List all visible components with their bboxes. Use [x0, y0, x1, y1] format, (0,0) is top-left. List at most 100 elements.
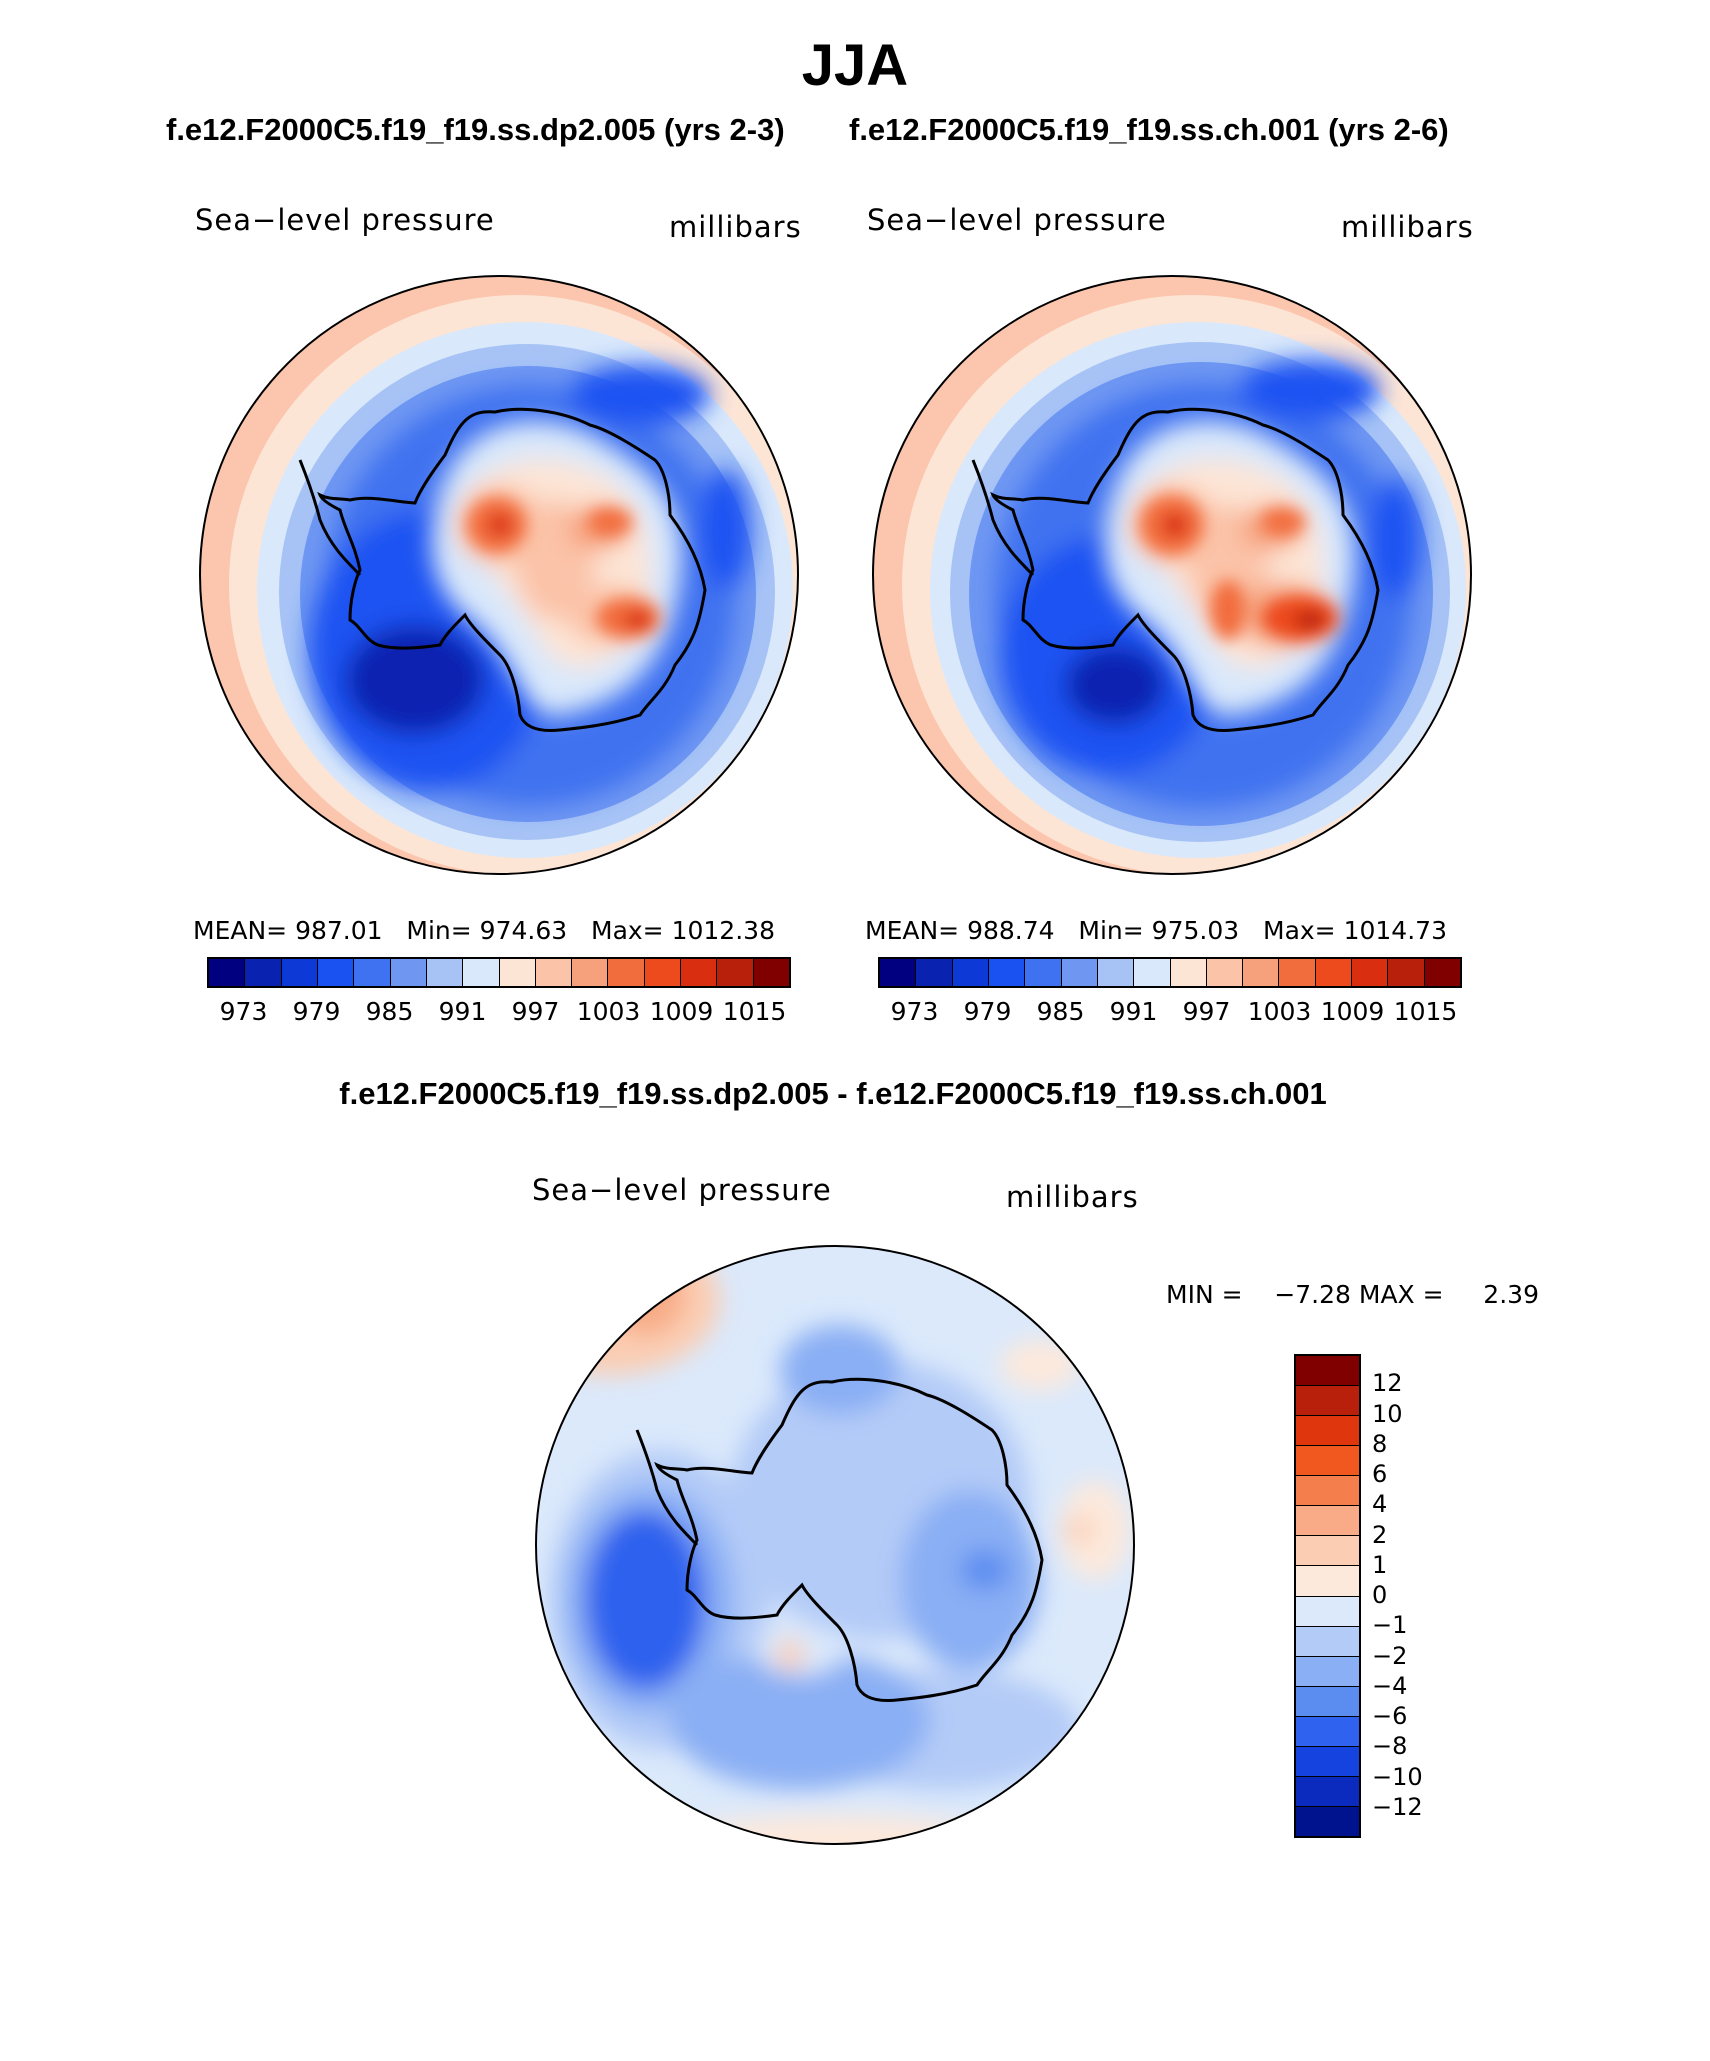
right-colorbar-tick-label: 1003 [1247, 997, 1312, 1026]
right-mean-value: 988.74 [967, 916, 1055, 945]
right-colorbar-box [1279, 959, 1316, 986]
right-colorbar-box [1134, 959, 1171, 986]
left-colorbar-box [463, 959, 500, 986]
left-colorbar-tick-label: 979 [292, 997, 341, 1026]
left-min-label: Min= [406, 916, 472, 945]
left-colorbar-box [644, 959, 682, 986]
diff-colorbar-tick-label: −4 [1372, 1671, 1408, 1700]
diff-colorbar-box [1296, 1566, 1359, 1597]
right-stats: MEAN= 988.74 Min= 975.03 Max= 1014.73 [865, 916, 1447, 945]
diff-map [535, 1245, 1135, 1845]
left-colorbar-tick-label: 991 [438, 997, 487, 1026]
right-colorbar-box [1315, 959, 1353, 986]
right-colorbar-box [916, 959, 953, 986]
left-colorbar-box [499, 959, 536, 986]
right-max-label: Max= [1263, 916, 1336, 945]
diff-colorbar-box [1296, 1386, 1359, 1417]
diff-units-label: millibars [1006, 1180, 1139, 1214]
right-max-value: 1014.73 [1343, 916, 1447, 945]
diff-colorbar-box [1296, 1626, 1359, 1657]
right-variable-label: Sea−level pressure [867, 203, 1167, 237]
diff-map-coastline [654, 1377, 1044, 1702]
right-colorbar-box [1170, 959, 1207, 986]
left-colorbar-box [608, 959, 645, 986]
right-colorbar-box [1061, 959, 1098, 986]
left-units-label: millibars [669, 210, 802, 244]
diff-colorbar-box [1296, 1806, 1359, 1836]
diff-minmax: MIN = −7.28 MAX = 2.39 [1166, 1280, 1539, 1309]
left-colorbar-box [426, 959, 464, 986]
diff-colorbar-tick-label: 4 [1372, 1490, 1388, 1519]
left-colorbar-box [354, 959, 391, 986]
left-max-value: 1012.38 [671, 916, 775, 945]
right-colorbar-box [1243, 959, 1280, 986]
diff-case-title: f.e12.F2000C5.f19_f19.ss.dp2.005 - f.e12… [339, 1076, 1327, 1111]
right-colorbar-box [1097, 959, 1135, 986]
diff-colorbar-tick-label: 6 [1372, 1460, 1388, 1488]
right-colorbar-box [988, 959, 1026, 986]
left-variable-label: Sea−level pressure [195, 203, 495, 237]
diff-map-boundary [535, 1245, 1135, 1845]
right-mean-label: MEAN= [865, 916, 960, 945]
left-colorbar-box [390, 959, 427, 986]
diff-colorbar-tick-label: 2 [1372, 1520, 1388, 1549]
left-map-boundary [199, 275, 799, 875]
diff-colorbar-box [1296, 1776, 1359, 1807]
left-map [199, 275, 799, 875]
right-colorbar-box [1025, 959, 1062, 986]
diff-colorbar-tick-label: 12 [1372, 1369, 1403, 1398]
right-colorbar-box [1352, 959, 1389, 986]
left-case-title: f.e12.F2000C5.f19_f19.ss.dp2.005 (yrs 2-… [166, 112, 785, 147]
left-min-value: 974.63 [479, 916, 568, 945]
diff-colorbar-tick-label: 1 [1372, 1550, 1388, 1579]
diff-colorbar-box [1296, 1656, 1359, 1687]
diff-colorbar-box [1296, 1716, 1359, 1747]
right-colorbar-tick-label: 997 [1182, 997, 1231, 1026]
diff-variable-label: Sea−level pressure [532, 1173, 832, 1207]
left-colorbar-box [317, 959, 355, 986]
left-colorbar-box [753, 959, 789, 986]
diff-colorbar-box [1296, 1416, 1359, 1447]
diff-colorbar-box [1296, 1356, 1359, 1387]
left-colorbar-box [717, 959, 754, 986]
right-colorbar-box [1206, 959, 1244, 986]
right-colorbar-tick-label: 985 [1036, 997, 1085, 1026]
diff-colorbar-tick-label: −10 [1372, 1762, 1423, 1791]
diff-colorbar-tick-label: −2 [1372, 1641, 1408, 1670]
right-colorbar-box [1424, 959, 1460, 986]
diff-colorbar-tick-label: −12 [1372, 1792, 1423, 1821]
left-colorbar-tick-label: 1009 [649, 997, 714, 1026]
diff-colorbar-tick-label: −8 [1372, 1732, 1408, 1761]
diff-colorbar-box [1296, 1476, 1359, 1507]
right-map-coastline [990, 407, 1380, 732]
left-colorbar-tick-label: 973 [219, 997, 268, 1026]
left-colorbar-tick-label: 1015 [722, 997, 787, 1026]
right-colorbar-tick-label: 991 [1109, 997, 1158, 1026]
right-colorbar-box [952, 959, 989, 986]
right-colorbar-tick-label: 1009 [1320, 997, 1385, 1026]
diff-colorbar-box [1296, 1686, 1359, 1717]
left-mean-value: 987.01 [295, 916, 383, 945]
right-colorbar-ticks: 973 979 985 991 997 1003 1009 1015 [878, 997, 1462, 1029]
right-colorbar-box [880, 959, 917, 986]
diff-colorbar-box [1296, 1596, 1359, 1627]
left-colorbar-tick-label: 985 [365, 997, 414, 1026]
diff-colorbar-tick-label: 8 [1372, 1429, 1388, 1458]
left-colorbar-tick-label: 1003 [576, 997, 641, 1026]
left-colorbar-ticks: 973 979 985 991 997 1003 1009 1015 [207, 997, 791, 1029]
diff-colorbar-tick-label: 0 [1372, 1581, 1388, 1609]
left-stats: MEAN= 987.01 Min= 974.63 Max= 1012.38 [193, 916, 775, 945]
diff-colorbar-box [1296, 1536, 1359, 1567]
diff-colorbar-box [1296, 1506, 1359, 1537]
left-colorbar-box [681, 959, 718, 986]
right-colorbar [878, 957, 1462, 988]
right-case-title: f.e12.F2000C5.f19_f19.ss.ch.001 (yrs 2-6… [849, 112, 1449, 147]
left-colorbar [207, 957, 791, 988]
diff-colorbar-box [1296, 1446, 1359, 1477]
right-min-value: 975.03 [1151, 916, 1240, 945]
diff-colorbar-tick-label: −1 [1372, 1611, 1408, 1640]
diff-colorbar-tick-label: 10 [1372, 1399, 1403, 1428]
right-colorbar-tick-label: 1015 [1393, 997, 1458, 1026]
right-units-label: millibars [1341, 210, 1474, 244]
